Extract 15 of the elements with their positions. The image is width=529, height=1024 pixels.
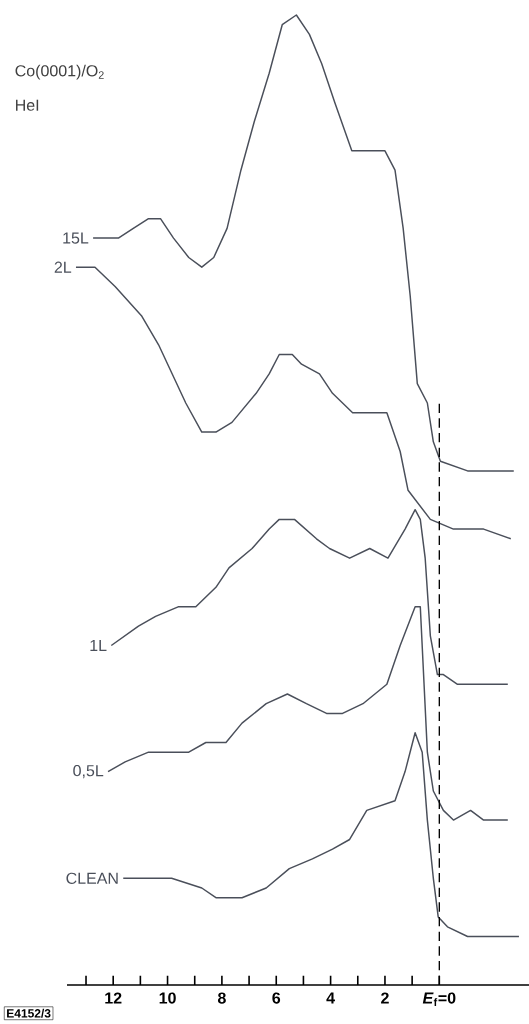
x-tick-label: 2: [381, 992, 389, 1004]
x-tick-label: 12: [105, 992, 122, 1004]
text: E4152/3: [7, 1008, 51, 1018]
series-label: 15L: [63, 232, 89, 244]
series-label: 0,5L: [73, 764, 104, 779]
x-tick-label: 4: [326, 992, 335, 1004]
series-label: 1L: [90, 640, 107, 651]
text: Co(0001)/O$_{2}$: [15, 64, 104, 80]
text: HeI: [16, 99, 39, 111]
x-tick-label: 6: [272, 992, 281, 1004]
x-tick-label: E$_{f}$=0: [422, 992, 456, 1006]
x-tick-label: 8: [217, 992, 226, 1004]
series-label: 2L: [54, 261, 72, 273]
series-label: CLEAN: [66, 872, 118, 884]
x-tick-label: 10: [159, 992, 176, 1004]
